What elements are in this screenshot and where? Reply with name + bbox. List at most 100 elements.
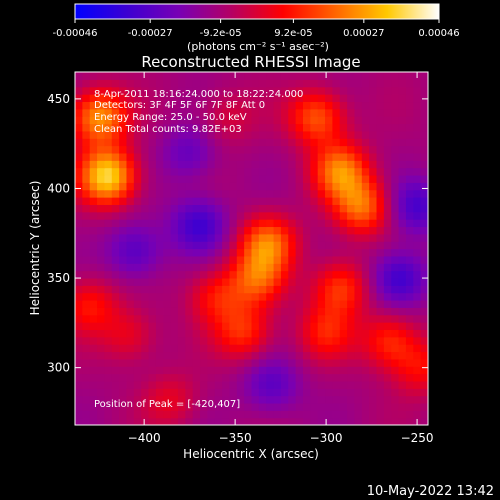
heatmap-cell <box>383 189 392 198</box>
heatmap-cell <box>133 72 142 80</box>
heatmap-cell <box>170 241 179 250</box>
heatmap-cell <box>302 204 311 213</box>
heatmap-cell <box>148 314 157 323</box>
heatmap-cell <box>185 344 194 353</box>
heatmap-cell <box>163 226 172 235</box>
heatmap-cell <box>170 314 179 323</box>
heatmap-cell <box>89 86 98 95</box>
heatmap-cell <box>222 241 231 250</box>
heatmap-cell <box>214 241 223 250</box>
heatmap-cell <box>302 373 311 382</box>
heatmap-cell <box>391 329 400 338</box>
heatmap-cell <box>148 123 157 132</box>
heatmap-cell <box>266 182 275 191</box>
heatmap-cell <box>383 329 392 338</box>
heatmap-cell <box>376 130 385 139</box>
heatmap-cell <box>266 152 275 161</box>
heatmap-cell <box>266 358 275 367</box>
heatmap-cell <box>126 167 135 176</box>
heatmap-cell <box>280 138 289 147</box>
x-tick-label: −300 <box>310 431 343 445</box>
heatmap-cell <box>339 72 348 80</box>
heatmap-cell <box>347 277 356 286</box>
heatmap-cell <box>398 108 407 117</box>
heatmap-cell <box>170 182 179 191</box>
heatmap-cell <box>398 204 407 213</box>
heatmap-cell <box>133 233 142 242</box>
heatmap-cell <box>302 189 311 198</box>
heatmap-cell <box>288 307 297 316</box>
heatmap-cell <box>332 402 341 411</box>
heatmap-cell <box>111 417 120 425</box>
heatmap-cell <box>339 211 348 220</box>
heatmap-cell <box>369 108 378 117</box>
heatmap-cell <box>339 402 348 411</box>
heatmap-cell <box>133 366 142 375</box>
heatmap-cell <box>75 233 83 242</box>
heatmap-cell <box>354 72 363 80</box>
heatmap-cell <box>200 226 208 235</box>
heatmap-cell <box>200 116 208 125</box>
heatmap-cell <box>104 160 113 169</box>
heatmap-cell <box>288 116 297 125</box>
heatmap-cell <box>89 123 98 132</box>
heatmap-cell <box>111 72 120 80</box>
heatmap-cell <box>133 241 142 250</box>
heatmap-cell <box>207 145 216 154</box>
heatmap-cell <box>383 395 392 404</box>
heatmap-cell <box>200 351 208 360</box>
heatmap-cell <box>376 108 385 117</box>
heatmap-cell <box>185 152 194 161</box>
heatmap-cell <box>391 197 400 205</box>
heatmap-cell <box>244 160 253 169</box>
heatmap-cell <box>332 344 341 353</box>
heatmap-cell <box>229 322 238 330</box>
heatmap-cell <box>354 292 363 301</box>
heatmap-cell <box>163 79 172 88</box>
heatmap-cell <box>413 277 422 286</box>
heatmap-cell <box>97 138 106 147</box>
heatmap-cell <box>148 204 157 213</box>
heatmap-cell <box>170 138 179 147</box>
heatmap-cell <box>405 182 414 191</box>
heatmap-cell <box>170 402 179 411</box>
heatmap-cell <box>310 108 319 117</box>
heatmap-cell <box>347 292 356 301</box>
heatmap-cell <box>280 366 289 375</box>
heatmap-cell <box>266 160 275 169</box>
heatmap-cell <box>251 204 260 213</box>
heatmap-cell <box>295 351 304 360</box>
heatmap-cell <box>244 101 253 110</box>
heatmap-cell <box>104 233 113 242</box>
heatmap-cell <box>251 167 260 176</box>
heatmap-cell <box>332 211 341 220</box>
heatmap-cell <box>236 248 245 257</box>
heatmap-cell <box>317 380 326 389</box>
heatmap-cell <box>339 351 348 360</box>
heatmap-cell <box>361 94 370 103</box>
heatmap-cell <box>133 388 142 397</box>
heatmap-cell <box>141 292 150 301</box>
heatmap-cell <box>361 211 370 220</box>
heatmap-cell <box>236 72 245 80</box>
heatmap-cell <box>369 388 378 397</box>
heatmap-cell <box>354 255 363 264</box>
heatmap-cell <box>244 152 253 161</box>
heatmap-cell <box>280 189 289 198</box>
heatmap-cell <box>288 270 297 279</box>
heatmap-cell <box>222 174 231 183</box>
x-axis-label: Heliocentric X (arcsec) <box>183 447 319 461</box>
heatmap-cell <box>398 241 407 250</box>
heatmap-cell <box>207 79 216 88</box>
heatmap-cell <box>229 226 238 235</box>
heatmap-cell <box>347 270 356 279</box>
heatmap-cell <box>207 219 216 228</box>
heatmap-cell <box>266 226 275 235</box>
heatmap-cell <box>89 204 98 213</box>
heatmap-cell <box>413 152 422 161</box>
heatmap-cell <box>155 197 164 205</box>
heatmap-cell <box>383 255 392 264</box>
heatmap-cell <box>280 263 289 272</box>
heatmap-cell <box>398 380 407 389</box>
heatmap-cell <box>405 226 414 235</box>
